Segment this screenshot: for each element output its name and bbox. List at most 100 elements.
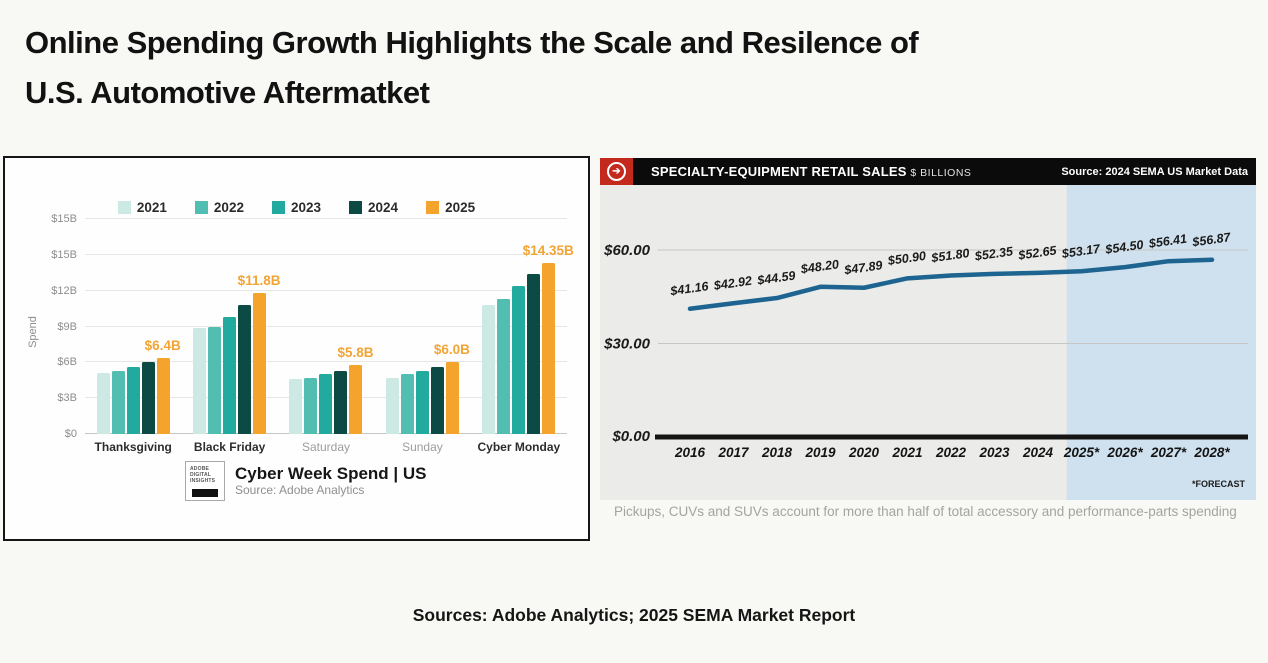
legend-swatch	[117, 201, 131, 214]
bar	[385, 377, 399, 434]
y-tick-label: $15B	[51, 248, 77, 261]
bar-group: $11.8B	[193, 219, 280, 434]
bar-value-label: $6.0B	[433, 342, 470, 358]
bar-chart-attribution: ADOBE DIGITAL INSIGHTS Cyber Week Spend …	[185, 461, 427, 501]
legend-item: 2024	[349, 200, 398, 215]
bar	[542, 262, 556, 434]
bar	[497, 299, 511, 434]
x-category-label: Cyber Monday	[477, 440, 561, 454]
bar	[415, 370, 429, 434]
y-tick-label: $60.00	[603, 242, 651, 259]
line-chart-body: $60.00 $30.00 $0.00 $41.16 2016 $42.92 2017 $44…	[600, 185, 1256, 500]
legend-label: 2022	[213, 200, 244, 215]
bar-x-axis-categories: Thanksgiving Black Friday Saturday Sunday Cy…	[85, 440, 567, 454]
data-point-label: $44.59	[756, 268, 797, 287]
bar-group: $14.35B	[482, 219, 574, 434]
year-label: 2018	[761, 445, 793, 460]
gridline	[85, 361, 567, 363]
y-tick-label: $0	[64, 428, 77, 440]
y-tick-label: $30.00	[603, 336, 651, 353]
y-tick-label: $15B	[51, 213, 77, 225]
legend-item: 2022	[194, 200, 244, 215]
bar	[319, 374, 333, 434]
legend-label: 2021	[136, 200, 167, 215]
bar	[289, 379, 303, 434]
year-label: 2020	[848, 445, 880, 460]
line-chart-caption: Pickups, CUVs and SUVs account for more …	[614, 504, 1237, 519]
gridline	[85, 325, 567, 327]
adi-logo-bar	[192, 489, 218, 497]
adi-logo-text: ADOBE DIGITAL INSIGHTS	[190, 466, 216, 484]
cyber-week-chart-panel: 2021 2022 2023 2024 2025 Spend $0 $3B $6B $9B $1…	[3, 156, 590, 541]
year-label: 2027*	[1150, 445, 1187, 460]
bar	[126, 367, 140, 434]
legend-swatch	[194, 201, 208, 214]
data-point-label: $56.41	[1147, 232, 1188, 251]
bar	[527, 273, 541, 434]
data-point-label: $48.20	[799, 257, 840, 276]
data-point-label: $42.92	[712, 274, 753, 293]
page-title: Online Spending Growth Highlights the Sc…	[25, 18, 919, 118]
arrow-right-icon: ➔	[607, 162, 626, 181]
y-tick-label: $0.00	[611, 428, 650, 445]
page-title-line1: Online Spending Growth Highlights the Sc…	[25, 25, 919, 60]
bar-value-label: $6.4B	[144, 337, 181, 353]
x-category-label: Sunday	[402, 440, 443, 454]
bar-value-label: $5.8B	[337, 344, 374, 360]
bar-group: $5.8B	[289, 219, 373, 434]
year-label: 2019	[804, 445, 836, 460]
year-label: 2026*	[1106, 445, 1143, 460]
bar-chart-title: Cyber Week Spend | US	[235, 464, 427, 483]
gridline	[85, 253, 567, 255]
year-label: 2022	[935, 445, 967, 460]
gridline	[85, 289, 567, 291]
bar	[156, 357, 170, 434]
bar	[400, 374, 414, 434]
bar-value-label: $11.8B	[237, 273, 281, 289]
y-tick-label: $3B	[57, 392, 77, 405]
year-label: 2016	[674, 445, 706, 460]
forecast-note: *FORECAST	[1192, 479, 1246, 489]
legend-swatch	[271, 201, 285, 214]
data-point-label: $52.35	[973, 244, 1015, 263]
legend-swatch	[349, 201, 363, 214]
bar-value-label: $14.35B	[522, 242, 574, 258]
legend-label: 2024	[368, 200, 399, 215]
year-label: 2021	[891, 445, 922, 460]
y-tick-label: $9B	[57, 320, 77, 333]
bar	[430, 367, 444, 434]
data-point-label: $53.17	[1060, 242, 1102, 261]
year-label: 2025*	[1063, 445, 1100, 460]
bar-plot: $0 $3B $6B $9B $12B $15B $15B $6.4B $11.8B $5.8B $…	[51, 213, 574, 440]
year-label: 2017	[717, 445, 750, 460]
bar-chart-source: Source: Adobe Analytics	[235, 483, 365, 497]
line-chart-title-units: $ BILLIONS	[910, 167, 972, 179]
bar	[111, 370, 125, 434]
x-category-label: Saturday	[302, 440, 351, 454]
gridline	[85, 218, 567, 219]
sema-arrow-logo: ➔	[600, 158, 633, 185]
adobe-digital-insights-logo: ADOBE DIGITAL INSIGHTS	[185, 461, 225, 501]
legend-item: 2021	[117, 200, 167, 215]
data-point-label: $50.90	[886, 249, 927, 268]
year-label: 2023	[978, 445, 1010, 460]
line-chart-source: Source: 2024 SEMA US Market Data	[1061, 165, 1248, 178]
data-point-label: $41.16	[669, 279, 711, 298]
bar	[304, 377, 318, 434]
line-chart: $60.00 $30.00 $0.00 $41.16 2016 $42.92 2017 $44…	[600, 185, 1256, 500]
page-title-line2: U.S. Automotive Aftermatket	[25, 75, 430, 110]
bar	[445, 362, 459, 434]
x-category-label: Black Friday	[193, 440, 266, 454]
bar	[96, 373, 110, 434]
data-point-label: $52.65	[1017, 243, 1059, 262]
bar	[208, 326, 222, 434]
data-point-label: $47.89	[843, 258, 884, 277]
data-point-label: $54.50	[1104, 238, 1145, 257]
bar	[512, 285, 526, 434]
bar	[334, 370, 348, 434]
bar	[253, 293, 267, 434]
bar	[141, 362, 155, 434]
bar	[193, 327, 207, 434]
bar-chart-legend: 2021 2022 2023 2024 2025	[5, 200, 588, 215]
